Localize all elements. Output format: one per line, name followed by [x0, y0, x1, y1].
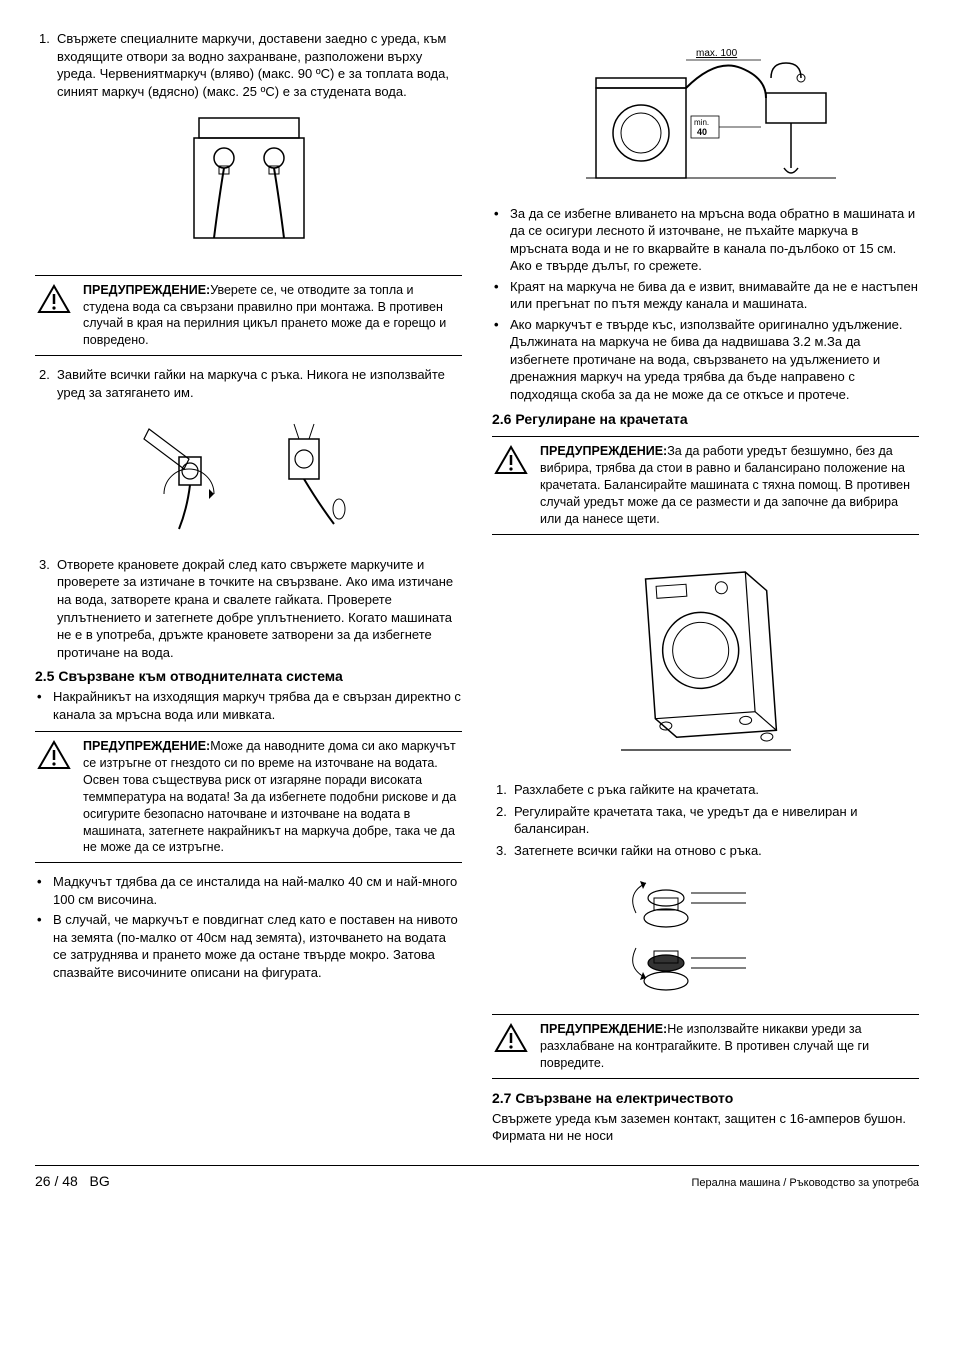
- bullet-item: • Ако маркучът е твърде къс, използвайте…: [492, 316, 919, 404]
- bullet-item: • За да се избегне вливането на мръсна в…: [492, 205, 919, 275]
- list-item: 2. Регулирайте крачетата така, че уредът…: [492, 803, 919, 838]
- warning-text: ПРЕДУПРЕЖДЕНИЕ:Уверете се, че отводите з…: [83, 282, 462, 350]
- bullet-item: • Мадкучът тдябва да се инсталида на най…: [35, 873, 462, 908]
- right-column: max. 100 min. 40 • За да се избегне влив…: [492, 30, 919, 1145]
- footer-left: 26 / 48 BG: [35, 1172, 110, 1191]
- warning-icon: [492, 1021, 530, 1072]
- section-heading-2-6: 2.6 Регулиране на крачетата: [492, 410, 919, 429]
- item-text: Разхлабете с ръка гайките на крачетата.: [514, 781, 919, 799]
- warning-box: ПРЕДУПРЕЖДЕНИЕ:За да работи уредът безшу…: [492, 436, 919, 534]
- list-item: 3. Отворете крановете докрай след като с…: [35, 556, 462, 661]
- figure-tighten-nuts: [35, 409, 462, 544]
- bullet-text: В случай, че маркучът е повдигнат след к…: [53, 911, 462, 981]
- warning-icon: [35, 738, 73, 856]
- item-number: 1.: [35, 30, 57, 100]
- figure-hose-connection: [35, 108, 462, 263]
- item-number: 1.: [492, 781, 514, 799]
- item-text: Регулирайте крачетата така, че уредът да…: [514, 803, 919, 838]
- item-text: Завийте всички гайки на маркуча с ръка. …: [57, 366, 462, 401]
- item-number: 2.: [492, 803, 514, 838]
- figure-drain-height: max. 100 min. 40: [492, 38, 919, 193]
- bullet-item: • Накрайникът на изходящия маркуч трябва…: [35, 688, 462, 723]
- warning-box: ПРЕДУПРЕЖДЕНИЕ:Не използвайте никакви ур…: [492, 1014, 919, 1079]
- svg-text:min.: min.: [694, 118, 709, 127]
- bullet-icon: •: [492, 205, 510, 275]
- bullet-icon: •: [35, 873, 53, 908]
- item-text: Затегнете всички гайки на отново с ръка.: [514, 842, 919, 860]
- item-number: 2.: [35, 366, 57, 401]
- bullet-item: • В случай, че маркучът е повдигнат след…: [35, 911, 462, 981]
- warning-text: ПРЕДУПРЕЖДЕНИЕ:За да работи уредът безшу…: [540, 443, 919, 527]
- warning-label: ПРЕДУПРЕЖДЕНИЕ:: [540, 444, 667, 458]
- section-text: Свържете уреда към заземен контакт, защи…: [492, 1110, 919, 1145]
- item-number: 3.: [35, 556, 57, 661]
- item-text: Отворете крановете докрай след като свър…: [57, 556, 462, 661]
- bullet-text: Краят на маркуча не бива да е извит, вни…: [510, 278, 919, 313]
- bullet-text: За да се избегне вливането на мръсна вод…: [510, 205, 919, 275]
- warning-label: ПРЕДУПРЕЖДЕНИЕ:: [540, 1022, 667, 1036]
- list-item: 2. Завийте всички гайки на маркуча с рък…: [35, 366, 462, 401]
- bullet-icon: •: [35, 911, 53, 981]
- bullet-item: • Краят на маркуча не бива да е извит, в…: [492, 278, 919, 313]
- footer-right: Перална машина / Ръководство за употреба: [691, 1176, 919, 1191]
- page-number: 26 / 48: [35, 1173, 78, 1189]
- figure-washer-tilt: [492, 545, 919, 770]
- bullet-text: Накрайникът на изходящия маркуч трябва д…: [53, 688, 462, 723]
- page-footer: 26 / 48 BG Перална машина / Ръководство …: [35, 1165, 919, 1191]
- bullet-icon: •: [492, 278, 510, 313]
- warning-label: ПРЕДУПРЕЖДЕНИЕ:: [83, 283, 210, 297]
- bullet-text: Ако маркучът е твърде къс, използвайте о…: [510, 316, 919, 404]
- item-text: Свържете специалните маркучи, доставени …: [57, 30, 462, 100]
- bullet-icon: •: [35, 688, 53, 723]
- svg-text:max. 100: max. 100: [696, 48, 738, 59]
- warning-box: ПРЕДУПРЕЖДЕНИЕ:Може да наводните дома си…: [35, 731, 462, 863]
- left-column: 1. Свържете специалните маркучи, доставе…: [35, 30, 462, 1145]
- item-number: 3.: [492, 842, 514, 860]
- list-item: 3. Затегнете всички гайки на отново с ръ…: [492, 842, 919, 860]
- list-item: 1. Разхлабете с ръка гайките на крачетат…: [492, 781, 919, 799]
- warning-text: ПРЕДУПРЕЖДЕНИЕ:Може да наводните дома си…: [83, 738, 462, 856]
- lang-code: BG: [90, 1173, 110, 1189]
- warning-box: ПРЕДУПРЕЖДЕНИЕ:Уверете се, че отводите з…: [35, 275, 462, 357]
- figure-adjust-feet: [492, 868, 919, 1003]
- svg-text:40: 40: [697, 127, 707, 137]
- list-item: 1. Свържете специалните маркучи, доставе…: [35, 30, 462, 100]
- warning-text: ПРЕДУПРЕЖДЕНИЕ:Не използвайте никакви ур…: [540, 1021, 919, 1072]
- warning-icon: [35, 282, 73, 350]
- warning-icon: [492, 443, 530, 527]
- warning-label: ПРЕДУПРЕЖДЕНИЕ:: [83, 739, 210, 753]
- section-heading-2-7: 2.7 Свързване на електричеството: [492, 1089, 919, 1108]
- bullet-icon: •: [492, 316, 510, 404]
- bullet-text: Мадкучът тдябва да се инсталида на най-м…: [53, 873, 462, 908]
- section-heading-2-5: 2.5 Свързване към отводнителната система: [35, 667, 462, 686]
